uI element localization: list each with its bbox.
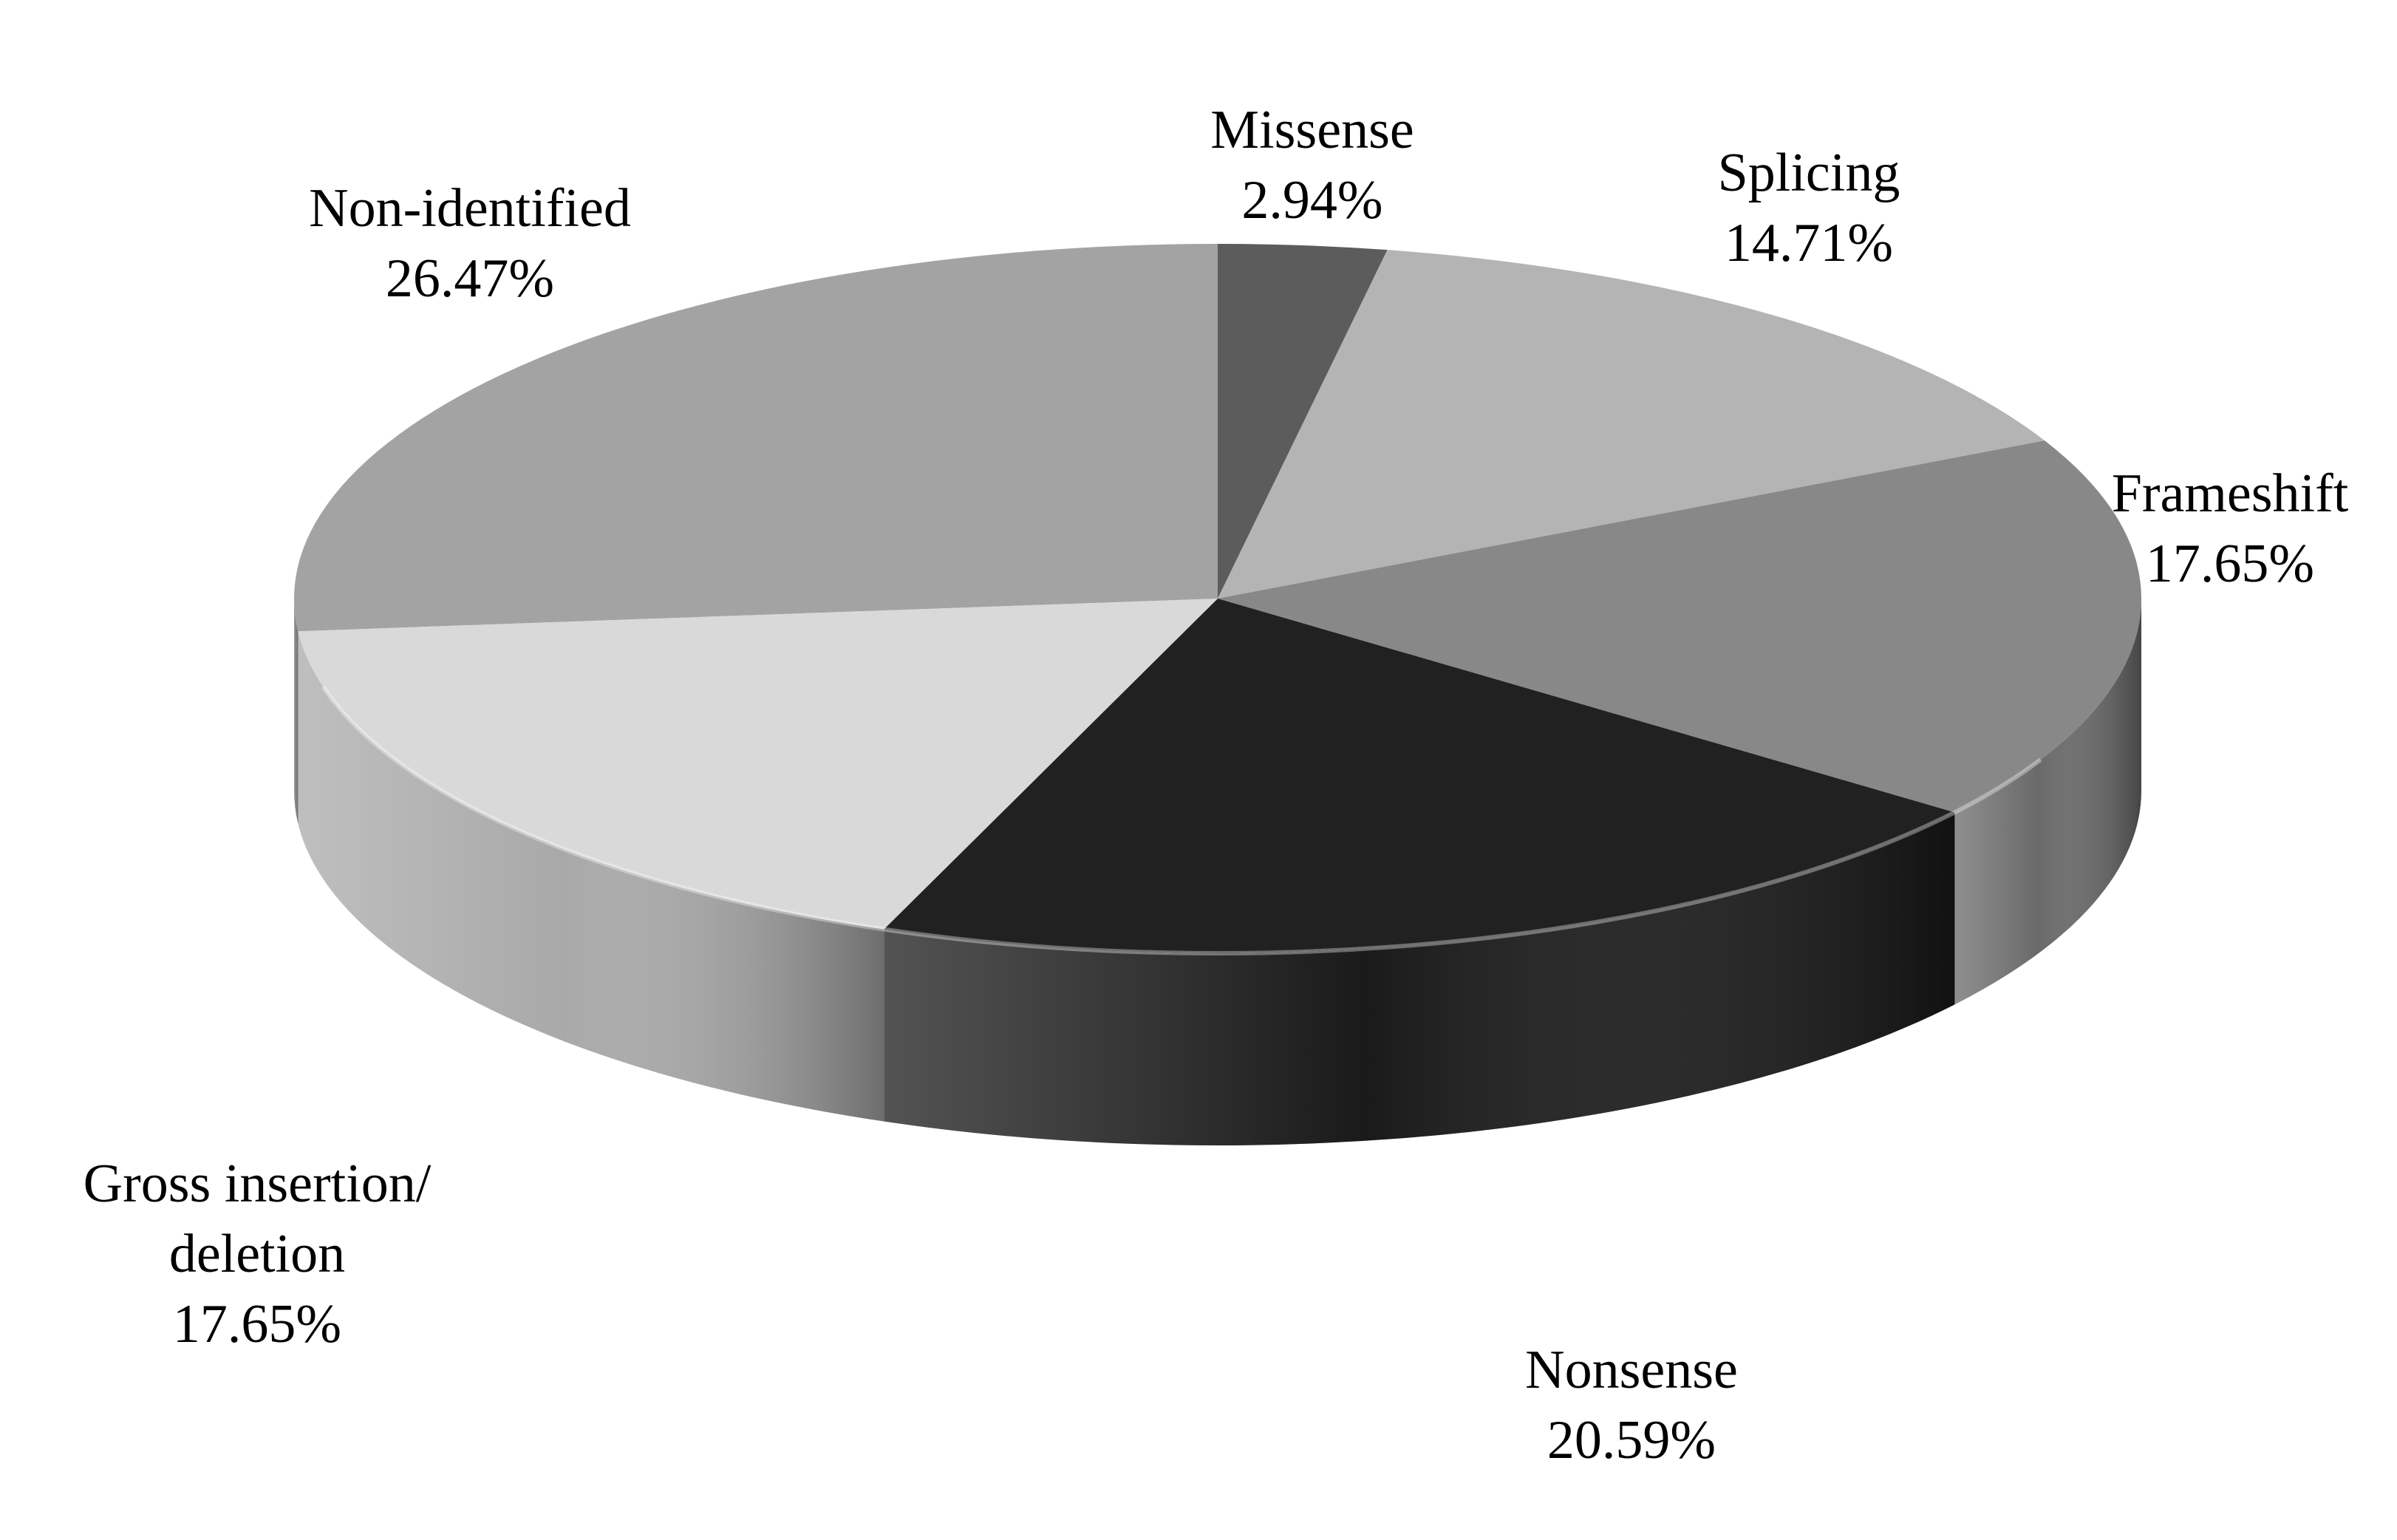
slice-value-label: 26.47% [386, 248, 554, 309]
slice-label-5: Non-identified 26.47% [309, 178, 631, 309]
slice-label-line: Nonsense [1525, 1340, 1738, 1400]
pie-wall-shade-2 [1954, 599, 2141, 1005]
slice-label-line: Missense [1210, 100, 1414, 160]
slice-label-line: deletion [169, 1224, 345, 1284]
slice-value-label: 2.94% [1241, 170, 1382, 231]
slice-label-line: Frameshift [2112, 463, 2349, 524]
pie-slice-2 [1218, 440, 2141, 813]
pie-slice-5 [294, 244, 1218, 632]
slice-label-4: Gross insertion/deletion 17.65% [83, 1154, 432, 1355]
pie-slice-4 [298, 599, 1218, 930]
pie-wall-shade-5 [294, 599, 299, 824]
pie-slice-0 [1218, 244, 1388, 599]
slice-label-3: Nonsense 20.59% [1525, 1340, 1738, 1471]
slice-value-label: 17.65% [2146, 534, 2314, 594]
slice-label-0: Missense 2.94% [1210, 100, 1414, 231]
slice-value-label: 17.65% [173, 1294, 341, 1355]
slice-value-label: 20.59% [1547, 1410, 1716, 1471]
slice-label-2: Frameshift 17.65% [2112, 463, 2349, 594]
pie-top-faces [294, 244, 2141, 955]
pie-labels: Missense 2.94% Splicing 14.71% Frameshift 17.… [83, 100, 2349, 1471]
slice-label-line: Splicing [1718, 143, 1900, 203]
pie-slice-3 [884, 599, 1955, 953]
slice-label-line: Gross insertion/ [83, 1154, 432, 1214]
slice-value-label: 14.71% [1725, 213, 1893, 273]
slice-label-1: Splicing 14.71% [1718, 143, 1900, 273]
pie-wall-shade-3 [884, 812, 1955, 1145]
slice-label-line: Non-identified [309, 178, 631, 239]
pie-slice-1 [1218, 250, 2045, 599]
pie-rim-highlight [321, 685, 2042, 955]
pie-wall-shade-4 [298, 631, 884, 1122]
pie-side-walls [294, 599, 2141, 1145]
